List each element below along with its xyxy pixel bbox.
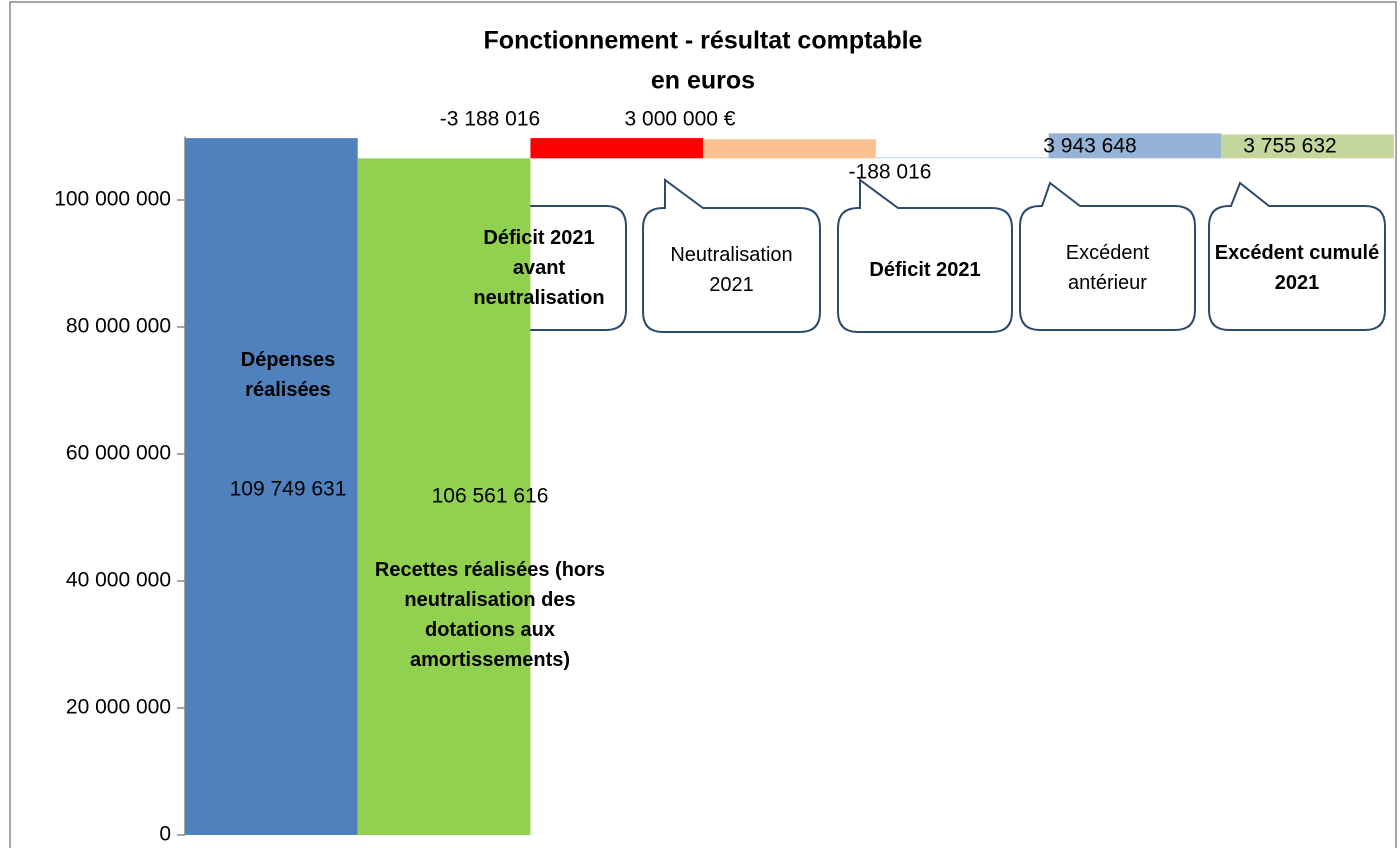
callout-label: Excédent cumulé 2021 [1214,242,1380,294]
y-tick-label: 0 [159,823,171,846]
chart-subtitle: en euros [651,67,755,95]
callout-label: Excédent antérieur [1065,242,1150,294]
bar [1221,134,1394,159]
value-label: -3 188 016 [440,108,540,131]
bar [703,139,876,159]
y-tick-label: 100 000 000 [54,188,171,211]
y-tick-label: 60 000 000 [66,442,171,465]
callout-label: Déficit 2021 [869,259,981,281]
y-tick-label: 20 000 000 [66,696,171,719]
value-label: 3 755 632 [1243,135,1336,158]
callout [1019,181,1196,331]
bar [875,157,1049,159]
bar [530,138,704,159]
bar [185,138,358,835]
bar [357,158,531,835]
callout-label: Déficit 2021 avant neutralisation [473,227,605,309]
value-label: -188 016 [849,161,932,184]
callout-label: Neutralisation 2021 [670,244,793,296]
callout [837,178,1013,333]
chart-frame [9,1,1397,848]
category-label: Recettes réalisées (hors neutralisation … [374,559,606,671]
value-label: 106 561 616 [432,485,549,508]
callout [1208,181,1386,331]
callouts [451,159,1386,333]
chart-title: Fonctionnement - résultat comptable [484,27,923,55]
value-label: 3 943 648 [1043,135,1136,158]
y-tick-label: 40 000 000 [66,569,171,592]
value-label: 3 000 000 € [625,108,736,131]
value-label: 109 749 631 [230,478,347,501]
callout [642,178,821,333]
category-label: Dépenses réalisées [240,349,336,401]
bar [1048,133,1222,159]
y-tick-label: 80 000 000 [66,315,171,338]
